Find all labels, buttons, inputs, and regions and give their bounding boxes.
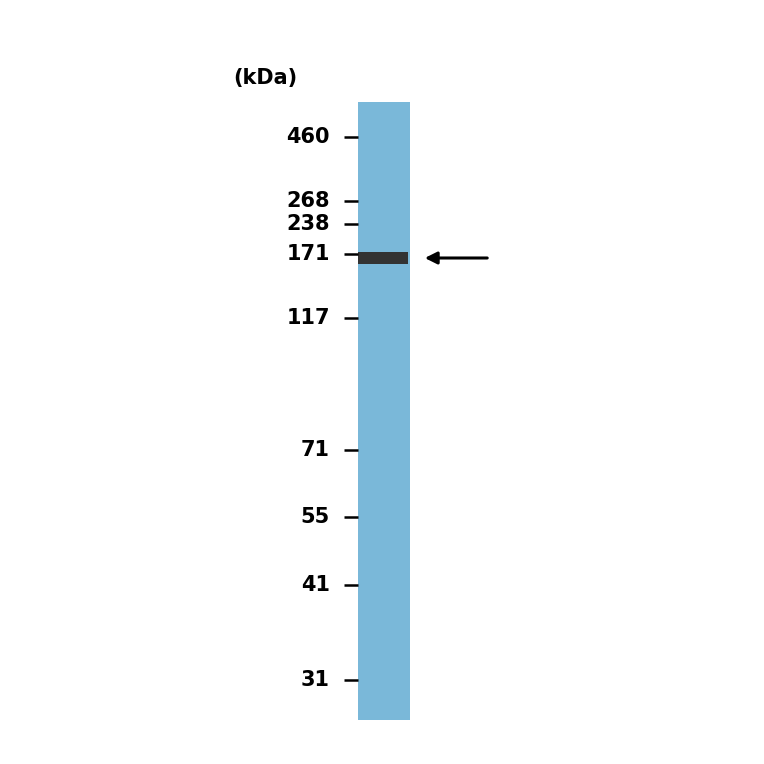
Bar <box>358 102 410 720</box>
Text: 171: 171 <box>286 244 330 264</box>
Text: 238: 238 <box>286 214 330 234</box>
Text: 117: 117 <box>286 308 330 328</box>
Text: (kDa): (kDa) <box>233 68 297 88</box>
Text: 55: 55 <box>301 507 330 527</box>
Text: 41: 41 <box>301 575 330 595</box>
Text: 71: 71 <box>301 440 330 460</box>
Text: 268: 268 <box>286 191 330 211</box>
Bar <box>358 252 408 264</box>
Text: 31: 31 <box>301 670 330 690</box>
Text: 460: 460 <box>286 127 330 147</box>
